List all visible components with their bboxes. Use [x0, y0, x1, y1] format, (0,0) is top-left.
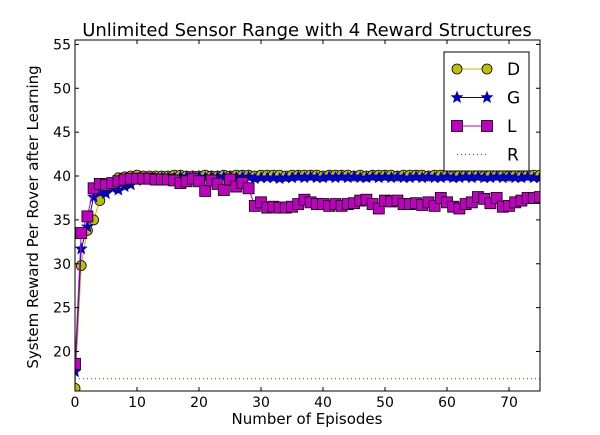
- series-g-point: [390, 170, 404, 183]
- series-l-point: [534, 191, 540, 203]
- series-l-point: [211, 178, 224, 190]
- y-tick-label: 40: [53, 169, 71, 185]
- series-g-point: [266, 170, 280, 184]
- series-d-point: [75, 382, 81, 391]
- series-l-point: [224, 173, 236, 186]
- series-g-point: [502, 170, 516, 183]
- legend-marker: [481, 63, 493, 75]
- x-tick-label: 10: [128, 395, 146, 411]
- series-g-point: [409, 170, 423, 183]
- series-g-point: [440, 170, 454, 183]
- series-g-point: [304, 170, 318, 183]
- y-tick-label: 25: [53, 301, 71, 317]
- series-l: [75, 172, 540, 370]
- legend-marker: [481, 120, 493, 132]
- chart-title: Unlimited Sensor Range with 4 Reward Str…: [82, 20, 532, 41]
- series-g-point: [335, 170, 349, 183]
- legend-marker: [450, 90, 464, 104]
- x-axis-label: Number of Episodes: [232, 410, 383, 428]
- series-l-point: [490, 192, 503, 204]
- y-tick-label: 30: [53, 257, 71, 273]
- y-tick-label: 20: [53, 345, 71, 361]
- series-l-point: [242, 182, 255, 195]
- y-tick-label: 45: [53, 125, 71, 141]
- series-g-point: [421, 170, 435, 183]
- x-tick-label: 0: [71, 395, 80, 411]
- series-g-point: [533, 170, 540, 184]
- y-axis-label: System Reward Per Rover after Learning: [24, 65, 42, 368]
- series-l-point: [75, 227, 88, 239]
- x-tick-label: 40: [314, 395, 332, 411]
- series-g-point: [366, 170, 380, 183]
- series-d-point: [75, 260, 87, 271]
- series-g-point: [75, 364, 82, 378]
- legend-marker: [451, 120, 463, 132]
- series-g-point: [322, 170, 336, 183]
- legend-item-l: L: [451, 117, 517, 137]
- series-g-point: [75, 242, 88, 255]
- legend-label: L: [507, 117, 517, 137]
- series-l-point: [193, 175, 205, 188]
- legend-label: G: [507, 89, 520, 109]
- series-l-point: [217, 184, 230, 196]
- series-g-point: [378, 170, 392, 183]
- plot-frame: [74, 39, 541, 392]
- legend-marker: [480, 90, 494, 104]
- y-tick-label: 55: [53, 37, 71, 53]
- series-g-point: [459, 170, 473, 183]
- y-tick-label: 35: [53, 213, 71, 229]
- series-g-point: [80, 220, 94, 233]
- axes: 0 10 20 30 40 50 60 70 20 25 30 35 40 45 50 55: [53, 37, 541, 411]
- series-g-point: [347, 170, 361, 183]
- y-tick-label: 50: [53, 81, 71, 97]
- series-g-point: [490, 170, 504, 183]
- legend-label: D: [507, 60, 520, 80]
- legend-item-g: G: [450, 89, 520, 109]
- x-tick-label: 30: [252, 395, 270, 411]
- x-tick-label: 20: [190, 395, 208, 411]
- series-l-point: [199, 185, 212, 197]
- series-l-point: [372, 202, 385, 215]
- legend-marker: [451, 63, 463, 75]
- series-g-point: [471, 170, 485, 183]
- legend-item-r: R: [457, 146, 519, 166]
- x-tick-label: 70: [500, 395, 518, 411]
- series-l-point: [428, 199, 441, 212]
- legend-item-d: D: [451, 60, 520, 80]
- series-g-point: [291, 170, 305, 183]
- legend-label: R: [507, 146, 519, 166]
- x-tick-label: 60: [438, 395, 456, 411]
- series-g-point: [521, 170, 535, 183]
- x-tick-label: 50: [376, 395, 394, 411]
- series-g-point: [242, 170, 256, 183]
- series-l-point: [81, 210, 94, 223]
- plot-area: [75, 169, 540, 391]
- series-l-point: [75, 357, 81, 370]
